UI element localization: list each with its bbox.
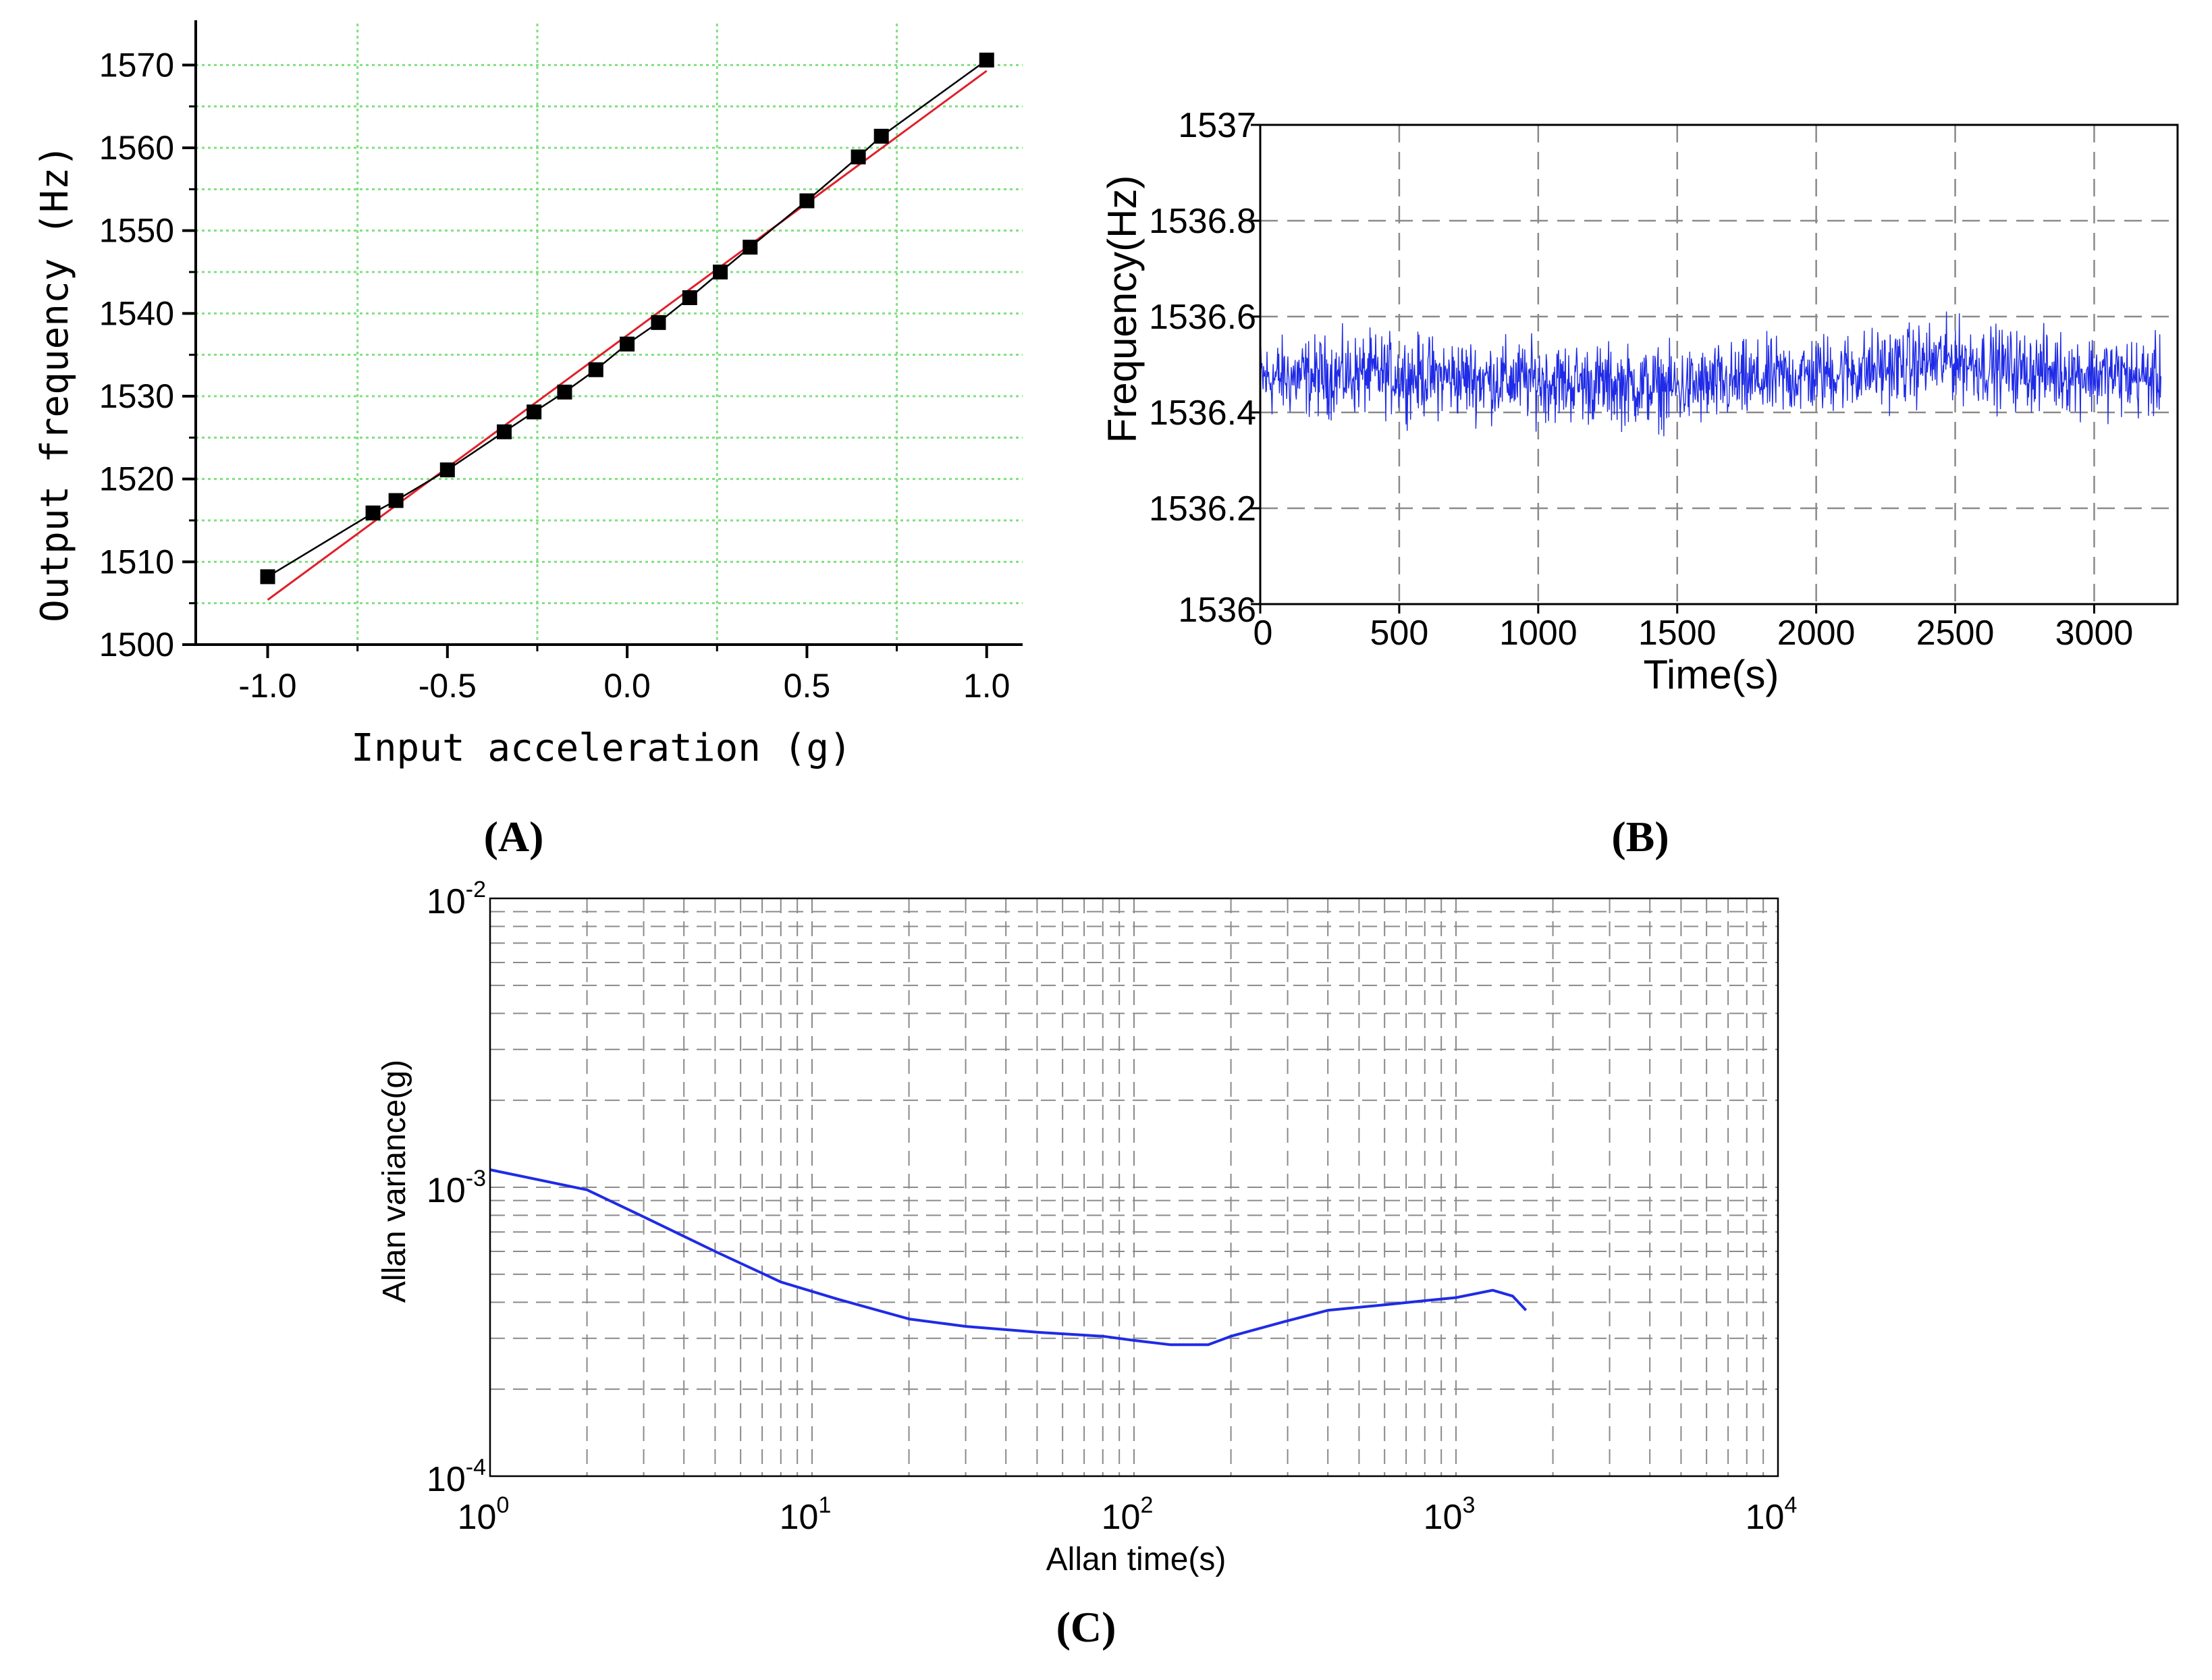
chart-a-axes [194, 20, 1023, 646]
chart-c-xtick-label-3: 103 [1424, 1492, 1476, 1537]
chart-b-ticks: 0 500 1000 1500 2000 2500 3000 1536 1536.2 1536.4… [1149, 106, 2133, 653]
chart-a-ytick-label-4: 1540 [99, 294, 174, 332]
chart-b-xtick-label-0: 0 [1253, 614, 1273, 653]
chart-a-fit-line [267, 70, 988, 601]
chart-b-ytick-label-2: 1536.4 [1149, 394, 1256, 433]
chart-b-xtick-label-2: 1000 [1499, 614, 1577, 653]
chart-a-point-6 [557, 384, 572, 400]
chart-a-xtick-label-0: -1.0 [238, 667, 296, 705]
chart-b-xtick-label-3: 1500 [1638, 614, 1717, 653]
chart-a-ytick-label-3: 1530 [99, 377, 174, 415]
chart-a-point-7 [588, 362, 603, 377]
chart-a-point-13 [799, 193, 815, 209]
chart-a-point-12 [743, 240, 758, 255]
chart-b-series-line [1260, 311, 2161, 437]
chart-a-point-3 [439, 462, 455, 478]
chart-a-xtick-label-2: 0.0 [603, 667, 651, 705]
chart-a-xlabel: Input acceleration (g) [351, 726, 852, 770]
chart-a-point-0 [260, 569, 275, 585]
chart-a-point-16 [979, 52, 994, 67]
chart-a-point-11 [713, 265, 728, 279]
chart-c-xtick-label-0: 100 [458, 1492, 510, 1537]
chart-a-point-4 [496, 424, 512, 439]
chart-c-frame [489, 897, 1779, 1478]
chart-c-axes [489, 897, 1779, 1478]
chart-a-xtick-label-1: -0.5 [419, 667, 477, 705]
chart-b: 0 500 1000 1500 2000 2500 3000 1536 1536.2 1536.4… [1100, 106, 2179, 697]
chart-b-ytick-label-3: 1536.6 [1149, 298, 1256, 337]
chart-a: -1.0 -0.5 0.0 0.5 1.0 1500 1510 1520 1530 1540 155… [33, 20, 1023, 770]
chart-b-xtick-label-4: 2000 [1777, 614, 1856, 653]
chart-a-fit-line-path [267, 70, 988, 601]
chart-a-ytick-label-0: 1500 [99, 626, 174, 663]
chart-c-xtick-label-4: 104 [1746, 1492, 1798, 1537]
chart-a-ytick-label-7: 1570 [99, 46, 174, 84]
chart-a-ylabel: Output frequency (Hz) [33, 144, 77, 622]
chart-b-ytick-label-4: 1536.8 [1149, 202, 1256, 241]
chart-b-xtick-label-1: 500 [1370, 614, 1429, 653]
chart-a-ytick-label-6: 1560 [99, 129, 174, 167]
chart-c-ticks: 100 101 102 103 104 10-4 10-3 10-2 [427, 877, 1797, 1537]
chart-a-point-8 [620, 336, 635, 352]
chart-a-point-15 [873, 128, 889, 144]
chart-a-ticks: -1.0 -0.5 0.0 0.5 1.0 1500 1510 1520 1530 1540 155… [99, 46, 1010, 705]
chart-b-ytick-label-1: 1536.2 [1149, 489, 1256, 529]
chart-b-ylabel: Frequency(Hz) [1100, 175, 1145, 443]
chart-c-series-line [489, 1168, 1528, 1347]
chart-a-ytick-label-1: 1510 [99, 543, 174, 580]
chart-a-point-1 [365, 505, 381, 520]
chart-b-ytick-label-5: 1537 [1178, 106, 1256, 145]
chart-b-frame [1259, 124, 2179, 605]
chart-a-points [260, 52, 994, 585]
panel-c-label: (C) [1056, 1603, 1116, 1651]
chart-b-xtick-label-6: 3000 [2055, 614, 2134, 653]
chart-a-grid [196, 24, 1023, 645]
chart-c-ytick-label-0: 10-4 [427, 1455, 486, 1499]
chart-a-ytick-label-5: 1550 [99, 212, 174, 250]
panel-b-label: (B) [1611, 813, 1669, 861]
chart-a-point-5 [527, 404, 542, 420]
chart-a-point-2 [388, 493, 404, 508]
chart-b-xlabel: Time(s) [1643, 652, 1779, 697]
chart-c-ytick-label-2: 10-2 [427, 877, 486, 921]
chart-a-ytick-label-2: 1520 [99, 460, 174, 498]
chart-b-grid [1260, 125, 2178, 604]
chart-b-ytick-label-0: 1536 [1178, 591, 1256, 630]
panel-a-label: (A) [484, 813, 544, 861]
chart-c-xtick-label-2: 102 [1102, 1492, 1154, 1537]
chart-a-xtick-label-3: 0.5 [784, 667, 831, 705]
chart-c-ytick-label-1: 10-3 [427, 1166, 486, 1210]
chart-c-xtick-label-1: 101 [780, 1492, 832, 1537]
chart-b-axes [1259, 124, 2179, 605]
chart-c-ylabel: Allan variance(g) [377, 1060, 412, 1303]
chart-c: 100 101 102 103 104 10-4 10-3 10-2 Allan time(s… [377, 877, 1797, 1577]
chart-a-point-9 [651, 315, 666, 330]
chart-b-line [1260, 311, 2161, 437]
chart-a-xtick-label-4: 1.0 [963, 667, 1010, 705]
chart-a-point-10 [682, 290, 697, 306]
chart-c-xlabel: Allan time(s) [1046, 1542, 1226, 1577]
chart-b-xtick-label-5: 2500 [1916, 614, 1995, 653]
chart-a-point-14 [851, 149, 866, 165]
chart-c-grid [490, 898, 1778, 1476]
chart-c-line [489, 1168, 1528, 1347]
